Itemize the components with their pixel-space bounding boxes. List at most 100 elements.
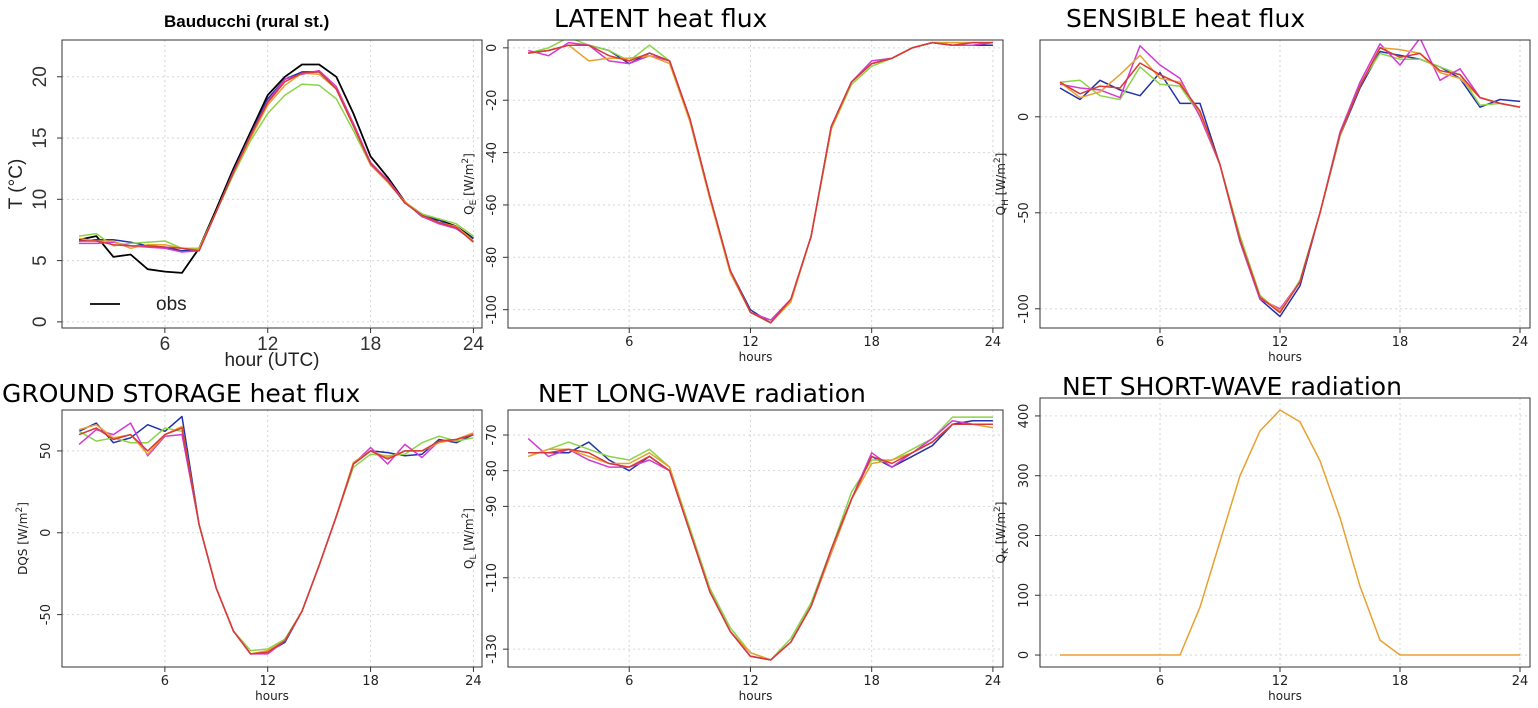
series-line-1	[528, 41, 993, 324]
x-axis-label: hours	[255, 689, 289, 703]
series-line-4	[527, 423, 994, 661]
x-tick-label: 12	[1272, 674, 1289, 689]
y-tick-label: 20	[30, 66, 51, 87]
chart-panel-3: SENSIBLE heat flux 6 12 18 24 0 -50 -100 hours QH…	[993, 4, 1531, 364]
series-line-1	[528, 419, 993, 661]
plot-frame	[61, 409, 483, 668]
y-tick-label: 0	[30, 317, 51, 328]
series-line-2	[79, 71, 474, 252]
x-axis-label: hour (UTC)	[224, 350, 319, 371]
legend-label-obs: obs	[156, 294, 187, 315]
x-axis-label: hours	[739, 350, 773, 364]
chart-panel-5: NET LONG-WAVE radiation 6 12 18 24 -70 -80 -90 -…	[461, 379, 1004, 703]
series-line-2	[78, 427, 474, 652]
y-tick-label: 0	[1017, 113, 1032, 121]
y-tick-label: 0	[485, 44, 500, 52]
y-tick-label: -100	[1017, 294, 1032, 324]
y-tick-label: 0	[1017, 651, 1032, 659]
x-tick-label: 24	[985, 674, 1002, 689]
plot-frame	[1039, 39, 1531, 329]
y-axis-label: QL [W/m2]	[461, 508, 479, 569]
y-tick-label: -130	[485, 634, 500, 664]
y-tick-label: -50	[1017, 202, 1032, 223]
series-line-5	[528, 423, 993, 661]
y-tick-label: -110	[485, 563, 500, 593]
chart-title: LATENT heat flux	[554, 4, 767, 33]
chart-panel-1: Bauducchi (rural st.) 6 12 18 24 0 5 10 15 20 hour…	[6, 12, 484, 371]
series-line-5	[528, 41, 993, 324]
x-axis-label: hours	[1268, 350, 1302, 364]
x-tick-label: 12	[1272, 335, 1289, 350]
x-tick-label: 18	[1392, 674, 1409, 689]
series-line-3	[1059, 40, 1521, 310]
y-tick-label: 100	[1017, 583, 1032, 608]
y-axis-label: DQS [W/m2]	[15, 502, 30, 575]
y-tick-label: -50	[39, 604, 54, 625]
series-line-4	[78, 423, 474, 655]
x-tick-label: 12	[742, 674, 759, 689]
x-axis-label: hours	[1268, 689, 1302, 703]
x-tick-label: 18	[1392, 335, 1409, 350]
chart-title: NET LONG-WAVE radiation	[538, 379, 866, 408]
series-line-4	[79, 69, 474, 253]
plot-frame	[507, 409, 1004, 668]
x-tick-label: 12	[257, 334, 278, 355]
y-axis-label: T (°C)	[6, 159, 27, 210]
y-tick-label: -80	[485, 247, 500, 268]
x-tick-label: 18	[362, 674, 379, 689]
x-tick-label: 24	[1512, 674, 1529, 689]
y-tick-label: 200	[1017, 523, 1032, 548]
x-tick-label: 12	[259, 674, 276, 689]
series-line-5	[78, 72, 474, 251]
chart-title: SENSIBLE heat flux	[1066, 4, 1305, 33]
chart-panel-4: GROUND STORAGE heat flux 6 12 18 24 50 0 -50 hou…	[2, 379, 483, 703]
series-line-3	[78, 83, 474, 250]
chart-title: Bauducchi (rural st.)	[164, 12, 329, 31]
series-line-3	[78, 422, 474, 655]
y-tick-label: 15	[30, 127, 51, 148]
x-tick-label: 24	[1512, 335, 1529, 350]
x-tick-label: 6	[1156, 674, 1164, 689]
x-tick-label: 18	[863, 674, 880, 689]
y-tick-label: 5	[30, 255, 51, 266]
chart-title: GROUND STORAGE heat flux	[2, 379, 360, 408]
y-tick-label: 300	[1017, 463, 1032, 488]
y-tick-label: -80	[485, 460, 500, 481]
y-tick-label: -70	[485, 424, 500, 445]
y-tick-label: -90	[485, 496, 500, 517]
y-axis-label: QH [W/m2]	[993, 153, 1011, 216]
series-line-1	[1059, 50, 1521, 318]
chart-title: NET SHORT-WAVE radiation	[1062, 372, 1402, 401]
x-axis-label: hours	[739, 689, 773, 703]
y-tick-label: 0	[39, 529, 54, 537]
plot-frame	[507, 39, 1004, 329]
series-line-6	[79, 71, 474, 252]
x-tick-label: 6	[625, 335, 633, 350]
y-axis-label: QE [W/m2]	[461, 153, 479, 215]
series-line-5	[78, 427, 474, 655]
series-line-3	[527, 419, 993, 661]
y-tick-label: 10	[30, 189, 51, 210]
x-tick-label: 6	[161, 674, 169, 689]
y-tick-label: -20	[485, 90, 500, 111]
series-line-4	[1059, 46, 1521, 312]
plot-frame	[61, 39, 483, 329]
x-tick-label: 12	[742, 335, 759, 350]
x-tick-label: 18	[863, 335, 880, 350]
y-tick-label: 50	[39, 443, 54, 460]
x-tick-label: 18	[360, 334, 381, 355]
x-tick-label: 24	[465, 674, 482, 689]
series-line-1	[1060, 409, 1520, 656]
plot-frame	[1039, 397, 1531, 668]
y-tick-label: -60	[485, 194, 500, 215]
x-tick-label: 24	[463, 334, 485, 355]
y-tick-label: 400	[1017, 404, 1032, 429]
y-tick-label: -100	[485, 295, 500, 325]
y-tick-label: -40	[485, 142, 500, 163]
chart-panel-6: NET SHORT-WAVE radiation 6 12 18 24 0 100 200 30…	[993, 372, 1531, 703]
series-line-4	[528, 41, 993, 324]
series-line-2	[527, 416, 993, 661]
x-tick-label: 6	[625, 674, 633, 689]
x-tick-label: 6	[160, 334, 171, 355]
